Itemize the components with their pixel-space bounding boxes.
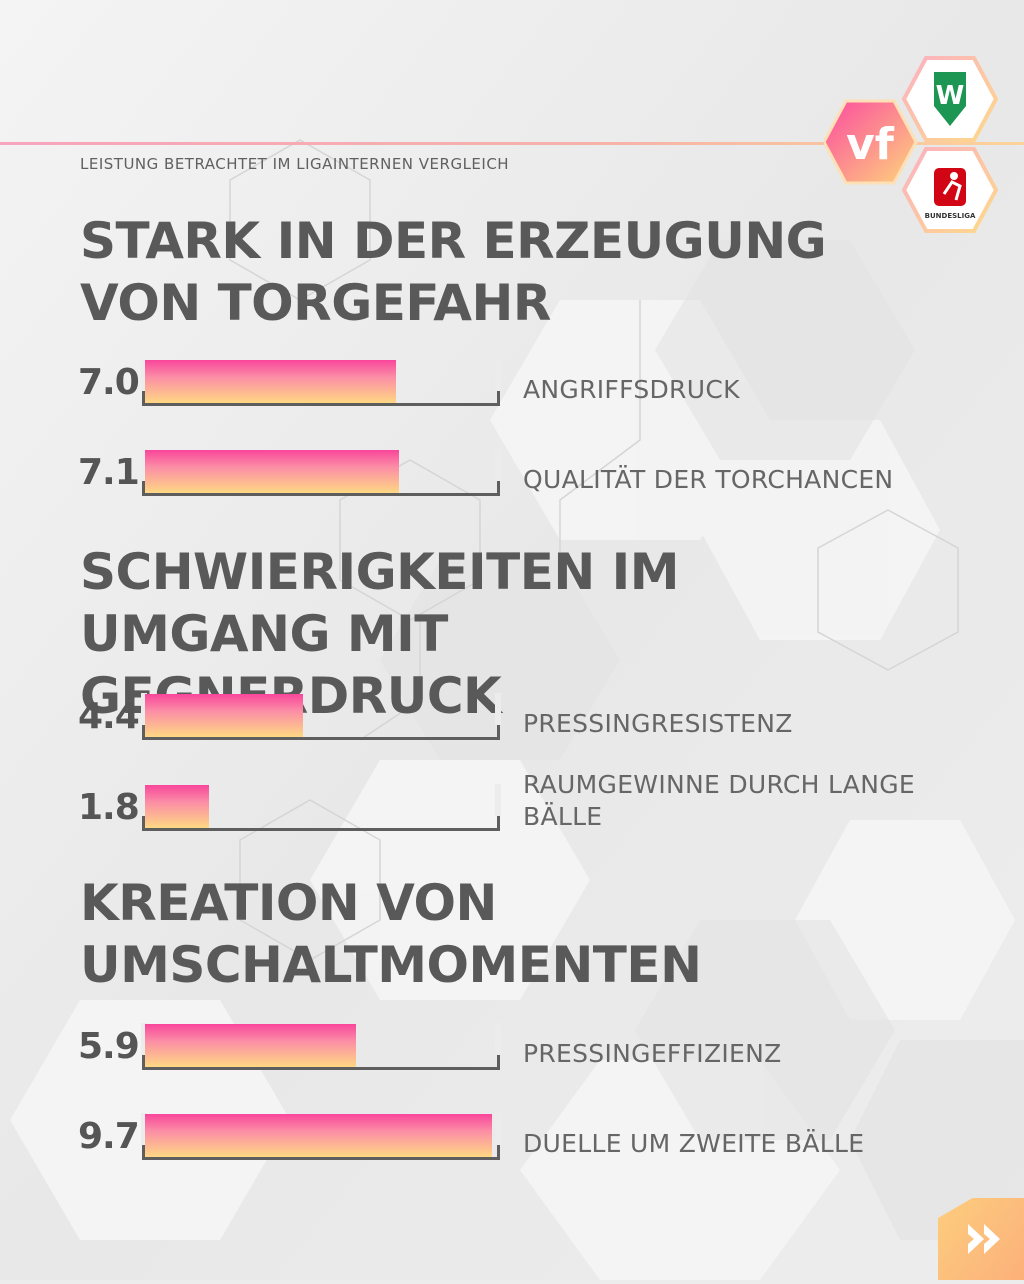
metric-label: ANGRIFFSDRUCK — [523, 375, 740, 404]
section-title-1: STARK IN DER ERZEUGUNG VON TORGEFAHR — [80, 212, 827, 332]
metric-row: 4.4 PRESSINGRESISTENZ — [0, 693, 1024, 754]
bar-track — [141, 1113, 501, 1160]
vf-logo: vf — [822, 99, 918, 185]
metric-label: PRESSINGRESISTENZ — [523, 709, 793, 738]
metric-label: RAUMGEWINNE DURCH LANGE BÄLLE — [523, 770, 915, 831]
metric-label: DUELLE UM ZWEITE BÄLLE — [523, 1129, 865, 1158]
metric-label: QUALITÄT DER TORCHANCEN — [523, 465, 894, 494]
double-chevron-right-icon — [968, 1224, 1000, 1254]
bar-fill — [145, 360, 396, 403]
bar-track — [141, 449, 501, 496]
bundesliga-logo-text: BUNDESLIGA — [925, 212, 976, 220]
werder-bremen-crest-icon: W — [901, 56, 999, 142]
bar-track — [141, 693, 501, 740]
page-subtitle: LEISTUNG BETRACHTET IM LIGAINTERNEN VERG… — [80, 155, 510, 173]
svg-text:W: W — [936, 81, 965, 111]
metric-value: 4.4 — [78, 696, 140, 737]
bar-track — [141, 784, 501, 831]
bar-fill — [145, 450, 399, 493]
bar-fill — [145, 785, 209, 828]
bar-fill — [145, 1024, 356, 1067]
vf-logo-text: vf — [846, 119, 895, 170]
bundesliga-logo-icon: BUNDESLIGA — [901, 147, 999, 233]
bar-track — [141, 359, 501, 406]
metric-value: 7.0 — [78, 362, 140, 403]
metric-row: 1.8 RAUMGEWINNE DURCH LANGE BÄLLE — [0, 770, 1024, 845]
metric-value: 5.9 — [78, 1026, 140, 1067]
metric-label: PRESSINGEFFIZIENZ — [523, 1039, 782, 1068]
metric-row: 9.7 DUELLE UM ZWEITE BÄLLE — [0, 1113, 1024, 1174]
header-accent-line — [0, 142, 1024, 145]
metric-row: 7.1 QUALITÄT DER TORCHANCEN — [0, 449, 1024, 510]
metric-row: 7.0 ANGRIFFSDRUCK — [0, 359, 1024, 420]
bar-fill — [145, 694, 303, 737]
metric-value: 9.7 — [78, 1116, 140, 1157]
bar-track — [141, 1023, 501, 1070]
next-slide-button[interactable] — [938, 1168, 1024, 1280]
logo-cluster: W vf BUNDESLIGA — [822, 54, 1024, 239]
metric-value: 7.1 — [78, 452, 140, 493]
metric-row: 5.9 PRESSINGEFFIZIENZ — [0, 1023, 1024, 1084]
metric-value: 1.8 — [78, 787, 140, 828]
bar-fill — [145, 1114, 492, 1157]
section-title-3: KREATION VON UMSCHALTMOMENTEN — [80, 874, 702, 994]
